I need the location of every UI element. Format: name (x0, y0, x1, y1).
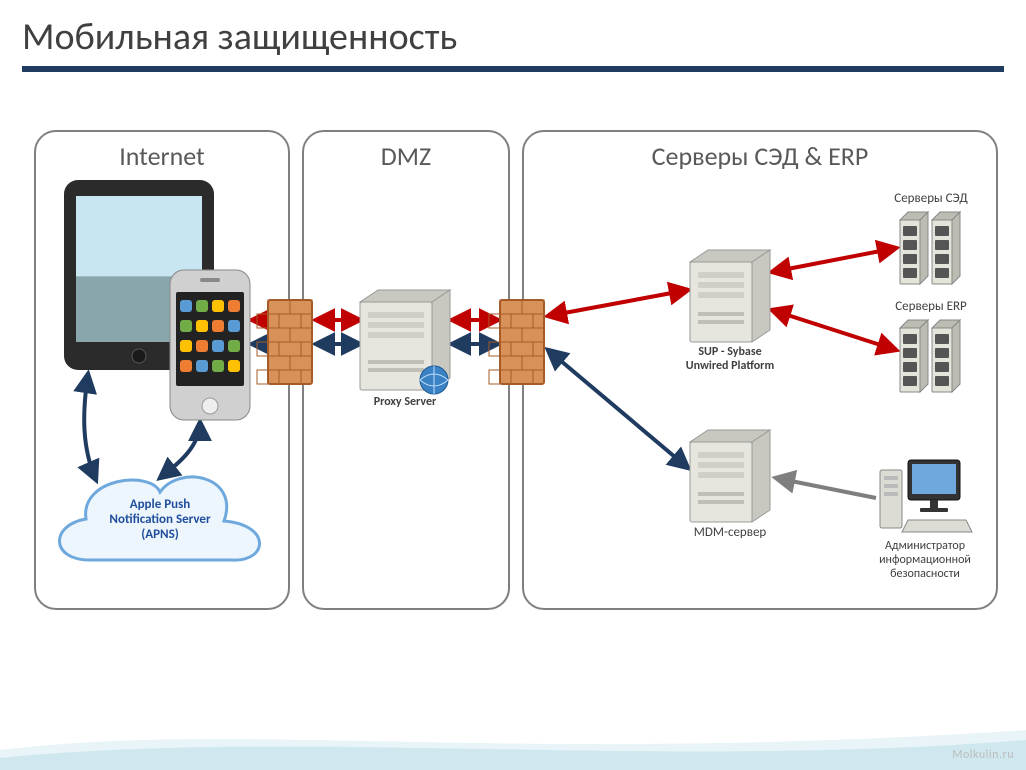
footer-wave (0, 710, 1026, 770)
zone-dmz-title: DMZ (304, 140, 508, 172)
zone-dmz: DMZ (302, 130, 510, 610)
zone-servers-title: Серверы СЭД & ERP (524, 140, 996, 172)
apns-label: Apple PushNotification Server(APNS) (60, 498, 260, 543)
slide-title: Мобильная защищенность (22, 14, 1004, 60)
sup-label: SUP - SybaseUnwired Platform (660, 346, 800, 374)
zone-internet-title: Internet (36, 140, 288, 172)
erp-servers-label: Серверы ERP (876, 300, 986, 315)
title-bar: Мобильная защищенность (0, 0, 1026, 78)
sed-servers-label: Серверы СЭД (876, 192, 986, 207)
admin-label: Администраторинформационнойбезопасности (860, 540, 990, 581)
slide: Мобильная защищенность Internet DMZ Серв… (0, 0, 1026, 770)
title-rule (22, 66, 1004, 72)
proxy-server-label: Proxy Server (350, 396, 460, 410)
watermark: Molkulin.ru (952, 748, 1014, 762)
mdm-server-label: MDM-сервер (680, 526, 780, 541)
